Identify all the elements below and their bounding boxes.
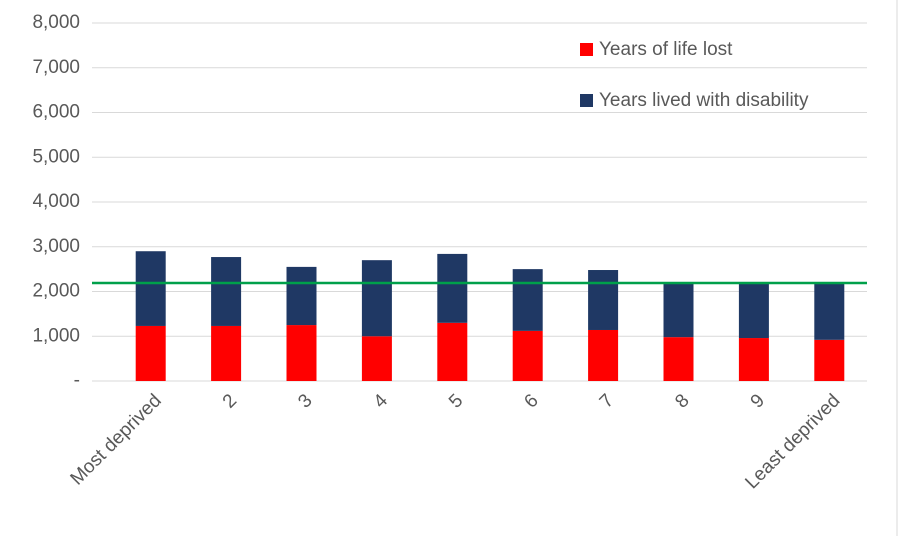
bar-segment	[512, 269, 543, 331]
y-tick-label: 6,000	[32, 102, 80, 123]
bar-segment	[663, 283, 694, 338]
bar-segment	[135, 325, 166, 381]
bar-segment	[361, 260, 392, 337]
bar-segment	[361, 336, 392, 381]
y-tick-label: 5,000	[32, 146, 80, 167]
bar-segment	[437, 253, 468, 323]
bar-segment	[588, 329, 619, 381]
bar-segment	[588, 270, 619, 330]
bar-segment	[512, 330, 543, 381]
bar-segment	[135, 251, 166, 326]
bar-segment	[286, 266, 317, 326]
legend-swatch	[580, 94, 593, 107]
bar-segment	[211, 325, 242, 381]
y-tick-label: 3,000	[32, 236, 80, 257]
bar-segment	[814, 283, 845, 340]
bar-segment	[738, 283, 769, 339]
y-tick-label: 1,000	[32, 325, 80, 346]
legend-label: Years lived with disability	[599, 90, 809, 111]
bar-segment	[738, 338, 769, 381]
y-tick-label: 2,000	[32, 281, 80, 302]
bar-segment	[437, 322, 468, 381]
bar-segment	[286, 325, 317, 381]
bar-segment	[814, 339, 845, 381]
y-tick-label: 7,000	[32, 57, 80, 78]
y-tick-label: 4,000	[32, 191, 80, 212]
legend-swatch	[580, 43, 593, 56]
bar-segment	[663, 337, 694, 381]
bar-segment	[211, 257, 242, 326]
y-tick-label: -	[74, 370, 80, 391]
legend-label: Years of life lost	[599, 39, 733, 60]
y-tick-label: 8,000	[32, 12, 80, 33]
